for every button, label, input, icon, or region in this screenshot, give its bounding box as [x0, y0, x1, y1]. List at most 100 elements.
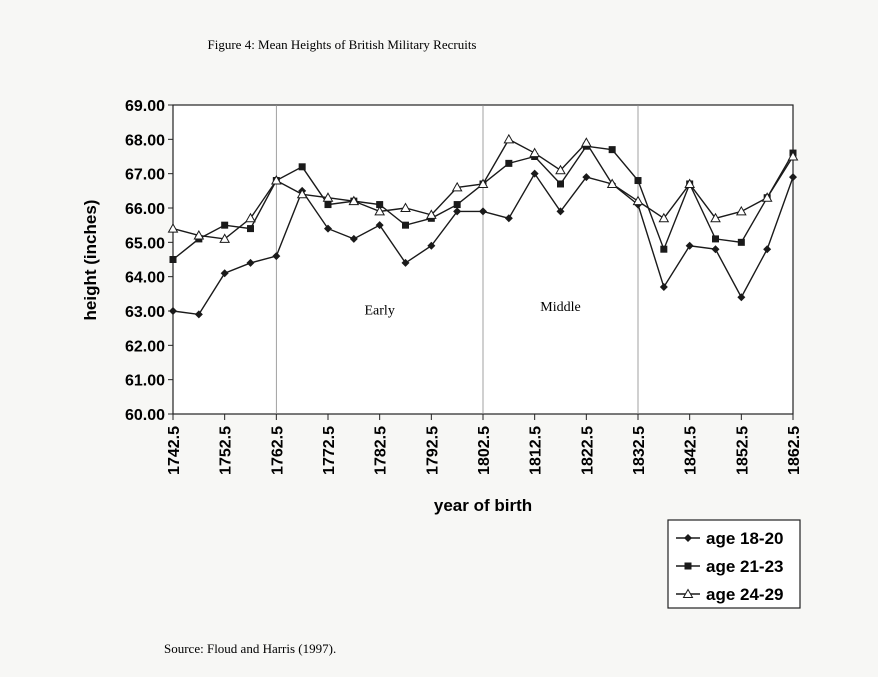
data-point [322, 192, 334, 202]
data-point [710, 212, 721, 223]
data-point [193, 229, 205, 240]
y-tick-label: 68.00 [125, 132, 165, 149]
data-point [735, 205, 747, 216]
data-point [761, 192, 773, 202]
data-point [684, 178, 696, 188]
y-axis-label: height (inches) [81, 200, 100, 321]
x-tick-label: 1802.5 [476, 426, 493, 475]
series-diamond [169, 169, 797, 319]
data-point [427, 241, 436, 250]
y-tick-label: 69.00 [125, 98, 165, 115]
data-point [555, 164, 566, 175]
data-point [401, 258, 410, 267]
legend-label: age 21-23 [706, 557, 784, 576]
legend-marker [684, 534, 692, 542]
x-tick-label: 1742.5 [166, 426, 183, 475]
data-point [400, 202, 411, 212]
y-tick-label: 66.00 [125, 201, 165, 218]
data-point [530, 169, 539, 178]
data-point [557, 180, 564, 188]
x-tick-label: 1792.5 [424, 426, 441, 475]
data-point [298, 163, 306, 171]
x-tick-label: 1762.5 [269, 426, 286, 475]
data-point [348, 195, 360, 206]
data-point [453, 201, 461, 209]
data-point [763, 245, 772, 254]
data-point [245, 212, 256, 223]
legend: age 18-20 age 21-23 age 24-29 [667, 519, 801, 609]
data-point [504, 214, 513, 223]
data-point [349, 234, 358, 243]
data-point [375, 221, 384, 230]
y-axis: 60.00 61.00 62.00 63.00 64.00 65.00 66.00 67.00… [125, 98, 173, 424]
series-triangle [167, 133, 799, 243]
data-point [659, 282, 668, 291]
x-tick-label: 1842.5 [683, 426, 700, 475]
y-tick-label: 61.00 [125, 373, 165, 390]
annotation-label: Middle [540, 300, 580, 315]
data-point [402, 221, 409, 229]
data-point [246, 258, 255, 267]
data-point [194, 310, 203, 319]
y-tick-label: 65.00 [125, 235, 165, 252]
data-point [296, 188, 308, 199]
x-tick-label: 1822.5 [579, 426, 596, 475]
x-tick-label: 1782.5 [373, 426, 390, 475]
data-point [789, 173, 797, 182]
x-tick-label: 1812.5 [528, 426, 545, 475]
data-point [787, 150, 799, 161]
data-point [634, 177, 642, 185]
legend-label: age 18-20 [706, 529, 784, 548]
annotation-label: Early [365, 303, 395, 318]
data-point [737, 238, 745, 246]
data-point [632, 195, 644, 206]
data-point [324, 224, 332, 233]
data-point [425, 209, 437, 219]
source-note: Source: Floud and Harris (1997). [164, 641, 336, 656]
legend-marker [684, 562, 692, 570]
x-tick-label: 1752.5 [218, 426, 235, 475]
data-point [324, 201, 332, 209]
data-point [505, 159, 513, 167]
data-point [477, 178, 489, 188]
data-point [582, 173, 591, 182]
x-tick-label: 1862.5 [786, 426, 803, 475]
data-point [221, 221, 229, 229]
data-point [479, 207, 487, 216]
annotations: Early Middle [365, 300, 581, 318]
data-point [453, 207, 462, 216]
data-point [606, 178, 618, 188]
data-point [169, 256, 177, 263]
y-tick-label: 64.00 [125, 270, 165, 287]
y-tick-label: 62.00 [125, 338, 165, 355]
data-point [503, 133, 515, 144]
data-point [219, 233, 231, 243]
x-tick-label: 1832.5 [631, 426, 648, 475]
y-tick-label: 60.00 [125, 407, 165, 424]
x-tick-label: 1772.5 [321, 426, 338, 475]
data-point [167, 223, 179, 233]
data-point [660, 245, 668, 253]
y-tick-label: 63.00 [125, 304, 165, 321]
data-point [272, 252, 281, 261]
data-point [247, 225, 254, 233]
figure-title: Figure 4: Mean Heights of British Milita… [208, 37, 477, 52]
data-point [374, 205, 386, 216]
data-point [270, 175, 282, 185]
x-axis: 1742.5 1752.5 1762.5 1772.5 1782.5 1792.5 1802… [166, 414, 803, 475]
series-layer [167, 133, 799, 319]
x-axis-label: year of birth [434, 496, 532, 515]
data-point [711, 245, 720, 254]
x-tick-label: 1852.5 [734, 426, 751, 475]
data-point [712, 235, 719, 243]
data-point [169, 307, 177, 315]
data-point [658, 212, 670, 223]
data-point [580, 137, 592, 147]
legend-label: age 24-29 [706, 585, 784, 604]
data-point [685, 241, 694, 250]
data-point [529, 147, 541, 158]
data-point [556, 207, 565, 216]
data-point [737, 293, 746, 302]
legend-marker [682, 588, 694, 598]
